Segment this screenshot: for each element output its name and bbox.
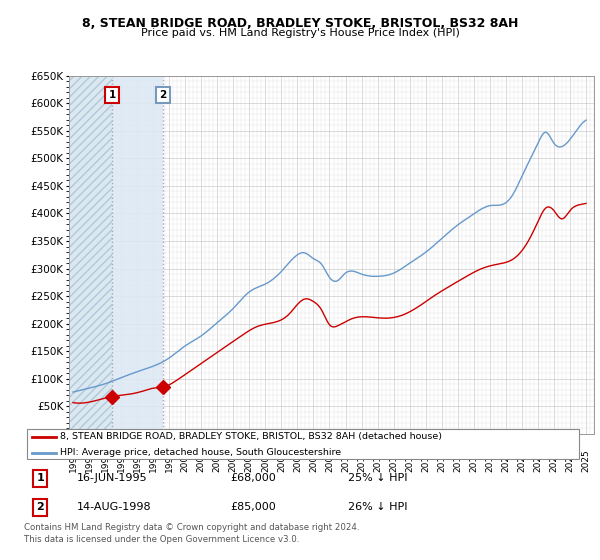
Text: 25% ↓ HPI: 25% ↓ HPI [347, 473, 407, 483]
Text: 2001: 2001 [197, 450, 206, 472]
Text: 2013: 2013 [389, 450, 398, 472]
Text: £68,000: £68,000 [230, 473, 276, 483]
FancyBboxPatch shape [27, 429, 579, 459]
Text: 1996: 1996 [116, 450, 125, 473]
Text: Price paid vs. HM Land Registry's House Price Index (HPI): Price paid vs. HM Land Registry's House … [140, 28, 460, 38]
Text: 1994: 1994 [85, 450, 94, 472]
Text: 2006: 2006 [277, 450, 286, 472]
Text: 2021: 2021 [517, 450, 526, 472]
Text: 2019: 2019 [485, 450, 494, 472]
Text: 8, STEAN BRIDGE ROAD, BRADLEY STOKE, BRISTOL, BS32 8AH (detached house): 8, STEAN BRIDGE ROAD, BRADLEY STOKE, BRI… [60, 432, 442, 441]
Text: 1: 1 [36, 473, 44, 483]
Text: 2010: 2010 [341, 450, 350, 472]
Text: 2002: 2002 [213, 450, 222, 472]
Text: 2012: 2012 [373, 450, 382, 472]
Text: 2004: 2004 [245, 450, 254, 472]
Text: 1997: 1997 [133, 450, 142, 473]
Text: 2022: 2022 [533, 450, 542, 472]
Text: 2023: 2023 [550, 450, 559, 472]
Text: 1999: 1999 [164, 450, 173, 473]
Text: 1998: 1998 [149, 450, 158, 473]
Text: 2005: 2005 [261, 450, 270, 472]
Text: Contains HM Land Registry data © Crown copyright and database right 2024.
This d: Contains HM Land Registry data © Crown c… [24, 523, 359, 544]
Text: 2025: 2025 [581, 450, 590, 472]
Text: 2009: 2009 [325, 450, 334, 472]
Text: 2015: 2015 [421, 450, 430, 472]
Text: £85,000: £85,000 [230, 502, 276, 512]
Text: 2020: 2020 [502, 450, 511, 472]
Text: 2: 2 [36, 502, 44, 512]
Text: 2: 2 [160, 90, 167, 100]
Text: 2008: 2008 [309, 450, 318, 472]
Text: 26% ↓ HPI: 26% ↓ HPI [347, 502, 407, 512]
Text: 2007: 2007 [293, 450, 302, 472]
Text: 2024: 2024 [565, 450, 574, 472]
Text: 14-AUG-1998: 14-AUG-1998 [77, 502, 152, 512]
Bar [69, 76, 112, 434]
Text: 1: 1 [109, 90, 116, 100]
Text: HPI: Average price, detached house, South Gloucestershire: HPI: Average price, detached house, Sout… [60, 448, 341, 457]
Text: 16-JUN-1995: 16-JUN-1995 [77, 473, 148, 483]
Text: 2016: 2016 [437, 450, 446, 472]
Text: 2000: 2000 [181, 450, 190, 472]
Text: 2011: 2011 [357, 450, 366, 472]
Text: 2017: 2017 [453, 450, 462, 472]
Text: 2018: 2018 [469, 450, 478, 472]
Bar [112, 76, 163, 434]
Text: 1993: 1993 [68, 450, 77, 473]
Text: 8, STEAN BRIDGE ROAD, BRADLEY STOKE, BRISTOL, BS32 8AH: 8, STEAN BRIDGE ROAD, BRADLEY STOKE, BRI… [82, 17, 518, 30]
Text: 2003: 2003 [229, 450, 238, 472]
Text: 2014: 2014 [405, 450, 414, 472]
Text: 1995: 1995 [101, 450, 110, 473]
